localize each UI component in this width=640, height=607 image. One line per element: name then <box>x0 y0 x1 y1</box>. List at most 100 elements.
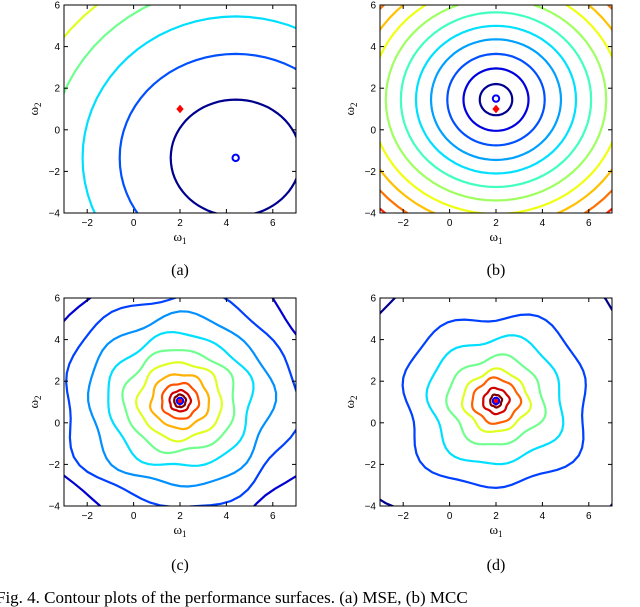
x-tick-label: 2 <box>493 218 499 229</box>
y-tick-label: 2 <box>54 377 60 388</box>
x-tick-label: 6 <box>586 511 592 522</box>
x-tick-label: 0 <box>447 511 453 522</box>
contour-line <box>384 5 608 202</box>
figure-caption: Fig. 4. Contour plots of the performance… <box>0 588 468 607</box>
contour-lines <box>0 0 477 382</box>
y-tick-label: −4 <box>49 209 61 220</box>
y-tick-label: 2 <box>370 377 376 388</box>
x-axis-label: ω1 <box>173 522 186 539</box>
contour-lines <box>380 5 612 213</box>
y-axis-label: ω2 <box>26 102 43 115</box>
y-axis-label: ω2 <box>26 395 43 408</box>
x-tick-label: −2 <box>397 511 409 522</box>
true-weight-marker <box>176 104 184 114</box>
y-tick-label: 4 <box>54 335 60 346</box>
contour-line <box>64 5 153 96</box>
x-axis-label: ω1 <box>173 229 186 246</box>
panel-4: −2 0 2 4 6 −4 −2 0 2 4 6 ω1 ω2 (d) <box>342 294 613 574</box>
optimum-marker <box>491 396 501 406</box>
y-tick-label: 4 <box>54 42 60 53</box>
panel-3: −2 0 2 4 6 −4 −2 0 2 4 6 ω1 ω2 (c) <box>26 294 297 574</box>
panel-label: (d) <box>487 557 506 574</box>
y-tick-label: 0 <box>54 418 60 429</box>
true-weight-marker <box>492 104 500 114</box>
contour-line <box>460 367 532 434</box>
y-tick-label: 6 <box>370 294 376 305</box>
y-tick-label: 2 <box>54 84 60 95</box>
y-tick-label: −2 <box>49 167 61 178</box>
x-tick-label: 4 <box>540 511 546 522</box>
contour-line <box>414 24 578 175</box>
x-tick-label: 6 <box>270 218 276 229</box>
y-tick-label: 4 <box>370 335 376 346</box>
contour-line <box>380 5 612 213</box>
contour-line <box>478 82 514 117</box>
x-tick-label: −2 <box>81 218 93 229</box>
contour-line <box>445 353 547 446</box>
contour-line <box>169 98 296 213</box>
contour-line <box>0 0 477 382</box>
contour-line <box>65 298 296 506</box>
y-tick-label: 2 <box>370 84 376 95</box>
y-tick-label: 0 <box>54 125 60 136</box>
contour-line <box>107 330 255 467</box>
y-tick-label: 6 <box>54 1 60 12</box>
panel-label: (b) <box>487 262 506 279</box>
contour-line <box>482 386 511 416</box>
y-tick-label: −2 <box>49 460 61 471</box>
contour-line <box>489 393 504 409</box>
x-tick-label: 0 <box>131 218 137 229</box>
y-tick-label: −2 <box>365 167 377 178</box>
contour-line <box>446 52 546 147</box>
contour-line <box>470 376 523 425</box>
x-tick-label: −2 <box>81 511 93 522</box>
contour-line <box>160 381 201 420</box>
y-tick-label: −4 <box>49 502 61 513</box>
x-tick-label: 2 <box>177 218 183 229</box>
y-tick-label: 6 <box>370 1 376 12</box>
contour-line <box>121 349 236 455</box>
x-tick-label: 4 <box>540 218 546 229</box>
contour-line <box>401 313 587 490</box>
panel-1: −2 0 2 4 6 −4 −2 0 2 4 6 ω1 ω2 (a) <box>0 0 477 382</box>
contour-line <box>380 5 612 213</box>
y-tick-label: 0 <box>370 125 376 136</box>
x-tick-label: 4 <box>224 218 230 229</box>
optimum-marker <box>231 153 240 163</box>
contour-line <box>462 67 530 132</box>
optimum-marker <box>491 94 501 103</box>
y-tick-label: −4 <box>365 502 377 513</box>
optimum-marker <box>175 396 185 406</box>
x-tick-label: 0 <box>447 218 453 229</box>
contour-line <box>134 361 224 443</box>
y-tick-label: 4 <box>370 42 376 53</box>
panel-label: (a) <box>171 262 189 279</box>
x-tick-label: 0 <box>131 511 137 522</box>
panel-label: (c) <box>171 557 189 574</box>
x-tick-label: 4 <box>224 511 230 522</box>
x-axis-label: ω1 <box>489 522 502 539</box>
y-tick-label: −2 <box>365 460 377 471</box>
x-tick-label: 2 <box>177 511 183 522</box>
contour-lines <box>64 298 296 506</box>
contour-line <box>429 38 563 162</box>
contour-line <box>425 334 565 466</box>
contour-line <box>81 15 296 213</box>
contour-line <box>168 388 193 413</box>
y-tick-label: 6 <box>54 294 60 305</box>
contour-line <box>86 310 278 488</box>
contour-line <box>173 393 188 409</box>
x-tick-label: 6 <box>270 511 276 522</box>
panel-2: −2 0 2 4 6 −4 −2 0 2 4 6 ω1 ω2 (b) <box>342 1 613 279</box>
x-tick-label: −2 <box>397 218 409 229</box>
contour-line <box>399 11 593 189</box>
y-axis-label: ω2 <box>342 395 359 408</box>
y-axis-label: ω2 <box>342 102 359 115</box>
contour-line <box>148 373 210 431</box>
x-tick-label: 6 <box>586 218 592 229</box>
x-axis-label: ω1 <box>489 229 502 246</box>
x-tick-label: 2 <box>493 511 499 522</box>
y-tick-label: −4 <box>365 209 377 220</box>
contour-lines <box>380 298 612 506</box>
